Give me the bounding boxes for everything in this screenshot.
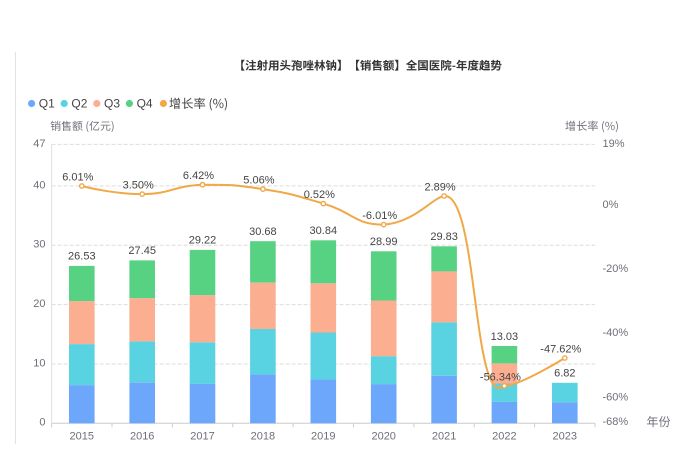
svg-text:-60%: -60%	[603, 391, 629, 403]
svg-text:-40%: -40%	[603, 327, 629, 339]
svg-text:28.99: 28.99	[370, 236, 398, 248]
svg-text:Q3: Q3	[104, 97, 120, 111]
svg-text:2020: 2020	[371, 431, 395, 443]
svg-text:-6.01%: -6.01%	[362, 210, 397, 222]
svg-text:2018: 2018	[251, 431, 275, 443]
svg-text:0: 0	[39, 417, 45, 429]
svg-text:27.45: 27.45	[128, 245, 156, 257]
svg-text:10: 10	[33, 357, 45, 369]
svg-text:3.50%: 3.50%	[123, 180, 154, 192]
svg-text:6.82: 6.82	[554, 368, 575, 380]
svg-text:2022: 2022	[492, 431, 516, 443]
svg-text:0.52%: 0.52%	[304, 189, 335, 201]
svg-text:26.53: 26.53	[68, 251, 96, 263]
svg-text:2021: 2021	[432, 431, 456, 443]
svg-text:Q2: Q2	[71, 97, 87, 111]
svg-text:30.84: 30.84	[310, 225, 338, 237]
svg-text:29.22: 29.22	[189, 235, 217, 247]
svg-text:6.01%: 6.01%	[62, 172, 93, 184]
svg-text:30: 30	[33, 239, 45, 251]
svg-text:40: 40	[33, 179, 45, 191]
svg-text:2023: 2023	[553, 431, 577, 443]
svg-text:20: 20	[33, 298, 45, 310]
svg-text:47: 47	[33, 138, 45, 150]
svg-text:0%: 0%	[603, 199, 619, 211]
svg-text:2016: 2016	[130, 431, 154, 443]
svg-text:-47.62%: -47.62%	[540, 344, 581, 356]
svg-text:19%: 19%	[603, 138, 625, 150]
svg-text:-68%: -68%	[603, 416, 629, 428]
svg-text:5.06%: 5.06%	[243, 175, 274, 187]
svg-text:Q1: Q1	[39, 97, 55, 111]
svg-text:2015: 2015	[70, 431, 94, 443]
svg-text:2017: 2017	[190, 431, 214, 443]
svg-text:13.03: 13.03	[491, 331, 519, 343]
svg-text:30.68: 30.68	[249, 226, 277, 238]
svg-text:2019: 2019	[311, 431, 335, 443]
svg-text:-56.34%: -56.34%	[480, 371, 521, 383]
svg-text:29.83: 29.83	[430, 231, 458, 243]
svg-text:6.42%: 6.42%	[183, 170, 214, 182]
svg-text:-20%: -20%	[603, 263, 629, 275]
svg-text:2.89%: 2.89%	[424, 182, 455, 194]
svg-text:Q4: Q4	[137, 97, 153, 111]
